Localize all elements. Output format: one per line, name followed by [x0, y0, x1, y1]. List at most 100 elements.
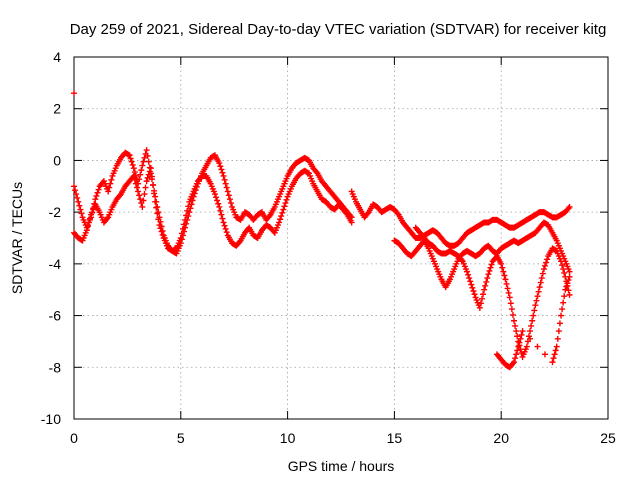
- data-point-track-f: [516, 339, 523, 346]
- data-point-track-a: [219, 169, 226, 176]
- data-point-track-a: [129, 161, 136, 168]
- data-point-track-b: [142, 184, 149, 191]
- x-tick-label: 10: [280, 430, 296, 446]
- data-point-track-b: [184, 207, 191, 214]
- data-point-track-a: [73, 191, 80, 198]
- data-point-track-f: [509, 360, 516, 367]
- data-point-track-e: [508, 306, 515, 313]
- data-point-track-e: [486, 267, 493, 274]
- data-point-track-e: [530, 312, 537, 319]
- data-point-track-b: [104, 215, 111, 222]
- data-point-track-c: [394, 210, 401, 217]
- data-point-track-a: [222, 180, 229, 187]
- plot-frame: [73, 56, 609, 420]
- data-point-track-b: [217, 207, 224, 214]
- data-point-track-b: [279, 209, 286, 216]
- data-point-track-e: [558, 258, 565, 265]
- data-point-track-e: [537, 279, 544, 286]
- data-point-track-e: [485, 271, 492, 278]
- data-point-track-e: [529, 317, 536, 324]
- data-point-track-a: [75, 198, 82, 205]
- data-point-track-a: [78, 210, 85, 217]
- data-point-track-f: [518, 331, 525, 338]
- data-point-track-e: [505, 289, 512, 296]
- data-point-track-e: [481, 286, 488, 293]
- data-point-track-b: [236, 238, 243, 245]
- data-point-track-a: [108, 176, 115, 183]
- data-point-track-c: [364, 210, 371, 217]
- data-point-track-f: [554, 335, 561, 342]
- data-point-track-e: [478, 295, 485, 302]
- y-tick-label: -6: [49, 308, 62, 324]
- data-point-track-d: [566, 268, 573, 275]
- data-point-track-f: [560, 299, 567, 306]
- data-point-track-b: [116, 192, 123, 199]
- chart-title: Day 259 of 2021, Sidereal Day-to-day VTE…: [70, 21, 607, 38]
- data-point-track-f: [517, 335, 524, 342]
- data-point-track-e: [501, 272, 508, 279]
- data-point-track-f: [558, 312, 565, 319]
- data-point-track-e: [503, 280, 510, 287]
- data-point-track-c: [565, 205, 572, 212]
- y-tick-label: 0: [53, 152, 61, 168]
- data-point-track-b: [151, 190, 158, 197]
- data-point-track-f: [513, 351, 520, 358]
- data-point-track-a: [131, 169, 138, 176]
- data-point-track-b: [158, 228, 165, 235]
- data-point-track-a: [143, 147, 150, 154]
- data-point-track-f: [551, 351, 558, 358]
- y-tick-label: -4: [49, 256, 62, 272]
- data-point-track-e: [544, 256, 551, 263]
- data-point-track-e: [514, 333, 521, 340]
- data-point-track-e: [532, 302, 539, 309]
- data-point-track-b: [147, 165, 154, 172]
- data-point-track-a: [141, 154, 148, 161]
- data-point-track-f: [565, 277, 572, 284]
- data-points: [71, 90, 573, 371]
- data-point-track-b: [221, 222, 228, 229]
- data-point-track-e: [504, 285, 511, 292]
- data-point-track-a: [126, 152, 133, 159]
- data-point-track-b: [152, 198, 159, 205]
- data-point-track-e: [559, 262, 566, 269]
- data-point-track-a: [227, 200, 234, 207]
- data-point-track-e: [523, 343, 530, 350]
- data-point-track-b: [218, 211, 225, 218]
- x-tick-label: 25: [600, 430, 616, 446]
- y-tick-label: -10: [41, 411, 61, 427]
- data-point-track-a: [220, 172, 227, 179]
- data-point-track-e: [498, 260, 505, 267]
- data-point-track-e: [528, 322, 535, 329]
- data-point-track-a: [221, 176, 228, 183]
- data-point-track-f: [561, 293, 568, 300]
- data-point-track-f: [515, 343, 522, 350]
- data-point-track-b: [137, 196, 144, 203]
- data-point-track-b: [87, 215, 94, 222]
- data-point-track-b: [185, 203, 192, 210]
- data-point-track-f: [553, 343, 560, 350]
- data-point-track-a: [94, 189, 101, 196]
- data-point-track-f: [514, 347, 521, 354]
- data-point-track-b: [143, 178, 150, 185]
- data-point-track-e: [531, 307, 538, 314]
- data-point-track-b: [283, 196, 290, 203]
- data-point-track-f: [566, 273, 573, 280]
- data-point-track-e: [470, 288, 477, 295]
- data-point-track-e: [471, 291, 478, 298]
- data-point-track-f: [527, 335, 534, 342]
- data-point-track-b: [132, 180, 139, 187]
- data-point-track-e: [466, 275, 473, 282]
- data-point-track-e: [488, 261, 495, 268]
- data-point-track-a: [92, 196, 99, 203]
- data-point-track-e: [468, 281, 475, 288]
- data-point-track-b: [145, 171, 152, 178]
- data-point-track-f: [564, 280, 571, 287]
- data-point-track-b: [220, 219, 227, 226]
- data-point-track-f: [534, 343, 541, 350]
- data-point-track-e: [464, 268, 471, 275]
- data-point-track-a: [217, 163, 224, 170]
- data-point-track-a: [226, 196, 233, 203]
- data-point-track-b: [181, 221, 188, 228]
- data-point-track-b: [348, 219, 355, 226]
- data-point-track-f: [541, 351, 548, 358]
